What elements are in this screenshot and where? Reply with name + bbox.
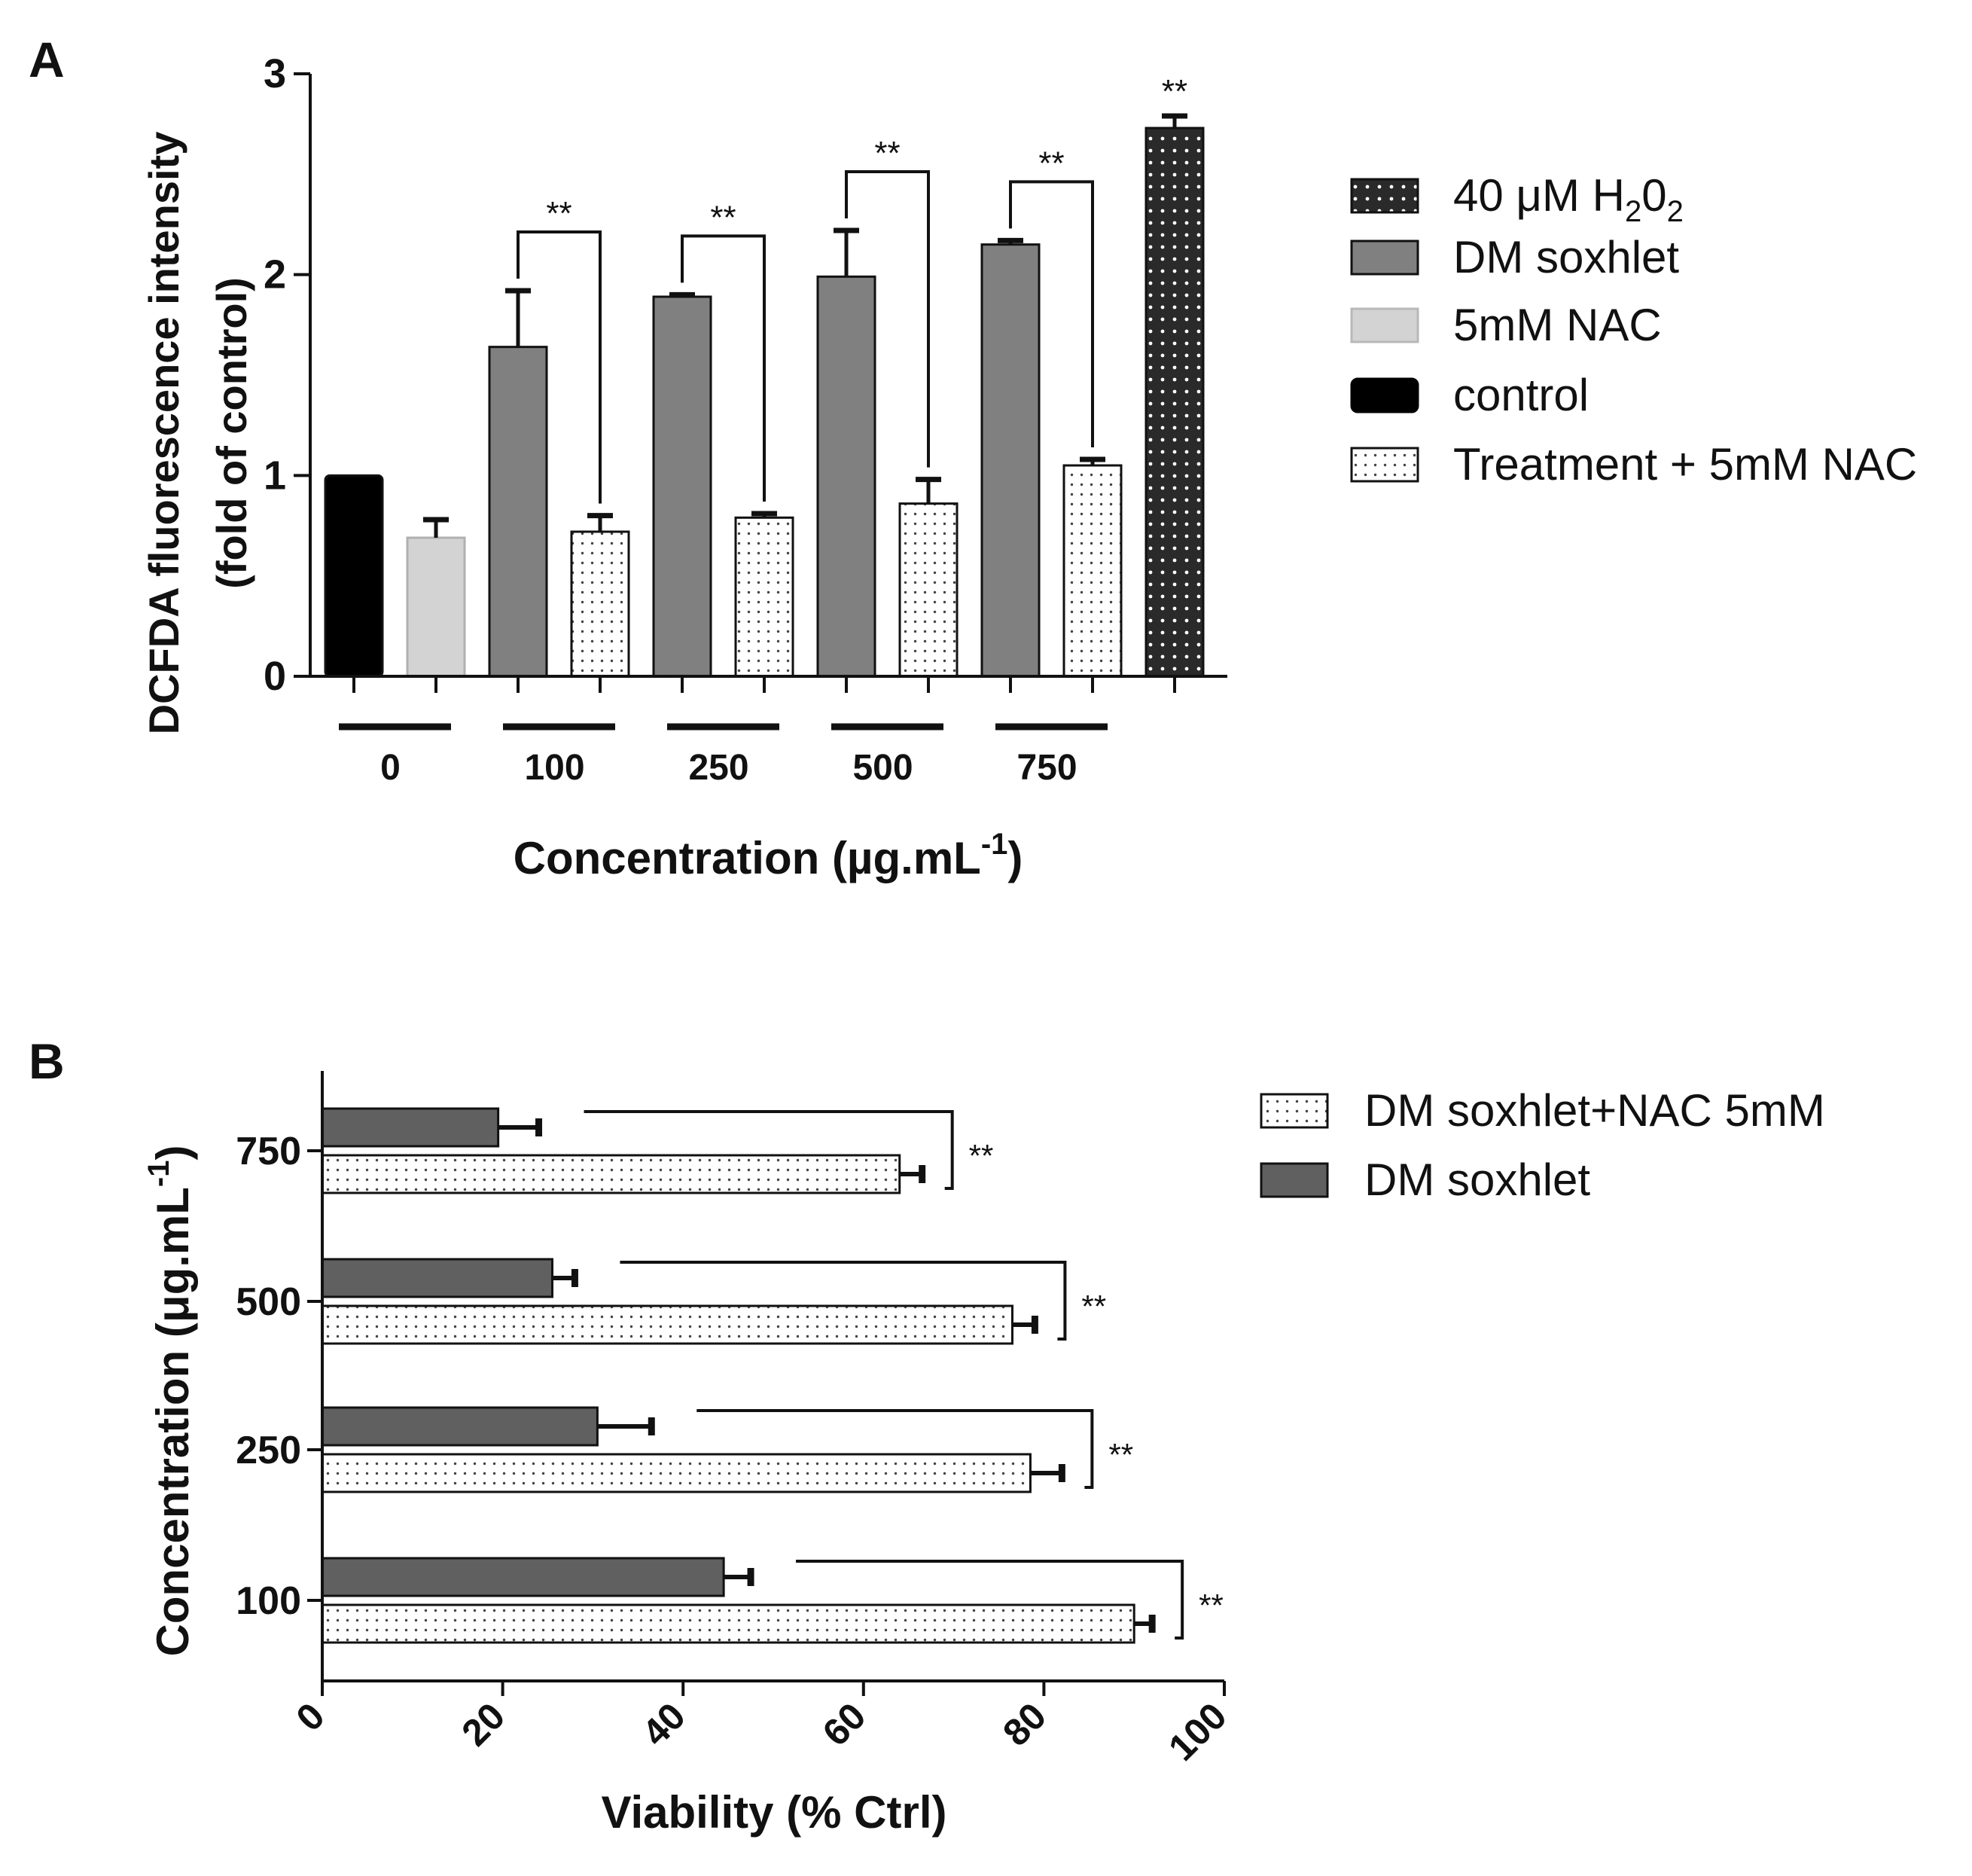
- panel-a-sig-bracket: [681, 234, 766, 502]
- panel-b-bar-dm-soxhlet: [321, 1406, 599, 1447]
- legend-h2o2-main: 40 μM H: [1453, 170, 1625, 221]
- panel-a-ytick-label: 2: [264, 252, 286, 297]
- panel-b-sig-label: **: [1108, 1437, 1133, 1472]
- panel-b-significance: ** ** ** **: [584, 1110, 1224, 1640]
- panel-a-xlabel-main: Concentration (µg.mL: [514, 833, 981, 883]
- panel-a-legend: 40 μM H202 DM soxhlet 5mM NAC control Tr…: [1350, 170, 1917, 490]
- legend-b-label-dm-soxhlet: DM soxhlet: [1364, 1155, 1590, 1205]
- panel-a-sig-bracket: [845, 170, 930, 468]
- legend-b-swatch-dm-soxhlet: [1260, 1162, 1329, 1198]
- legend-swatch-h2o2: [1350, 178, 1419, 214]
- panel-b-sig-label: **: [1081, 1289, 1106, 1324]
- panel-a-bar-treatment_nac: [1062, 464, 1123, 678]
- panel-b-chart: ** ** ** ** 0 20 40 60 80 100 750 500 250 100 Concen…: [142, 1071, 1825, 1838]
- panel-a-chart: ** ** ** ** ** 0 1 2 3 0 100 250 500 750 DCFDA fluor…: [140, 51, 1917, 883]
- panel-a-group-label: 250: [688, 748, 748, 788]
- panel-b-bar-dm-soxhlet: [321, 1557, 725, 1597]
- legend-swatch-nac: [1350, 307, 1419, 343]
- panel-a-significance: ** ** ** ** **: [517, 73, 1187, 504]
- panel-label-a: A: [29, 32, 65, 87]
- panel-b-xtick-label: 100: [1160, 1695, 1235, 1769]
- panel-a-bar-nac: [406, 536, 466, 678]
- panel-b-bar-treatment-nac: [321, 1453, 1032, 1493]
- panel-a-ytick-label: 0: [264, 654, 286, 699]
- panel-a-sig-label: **: [710, 199, 736, 236]
- panel-a-sig-bracket: [1009, 180, 1094, 447]
- panel-a-sig-label: **: [546, 195, 571, 232]
- panel-b-xtick-label: 60: [815, 1695, 874, 1754]
- panel-a-bar-treatment_nac: [898, 502, 959, 678]
- panel-a-y-axis-label: DCFDA fluorescence intensity (fold of co…: [140, 132, 255, 735]
- panel-a-bar-dm_soxhlet: [488, 346, 548, 678]
- panel-a-group-label: 750: [1016, 748, 1077, 788]
- legend-label-dm-soxhlet: DM soxhlet: [1453, 232, 1679, 282]
- panel-b-bar-treatment-nac: [321, 1304, 1013, 1345]
- panel-b-sig-label: **: [969, 1138, 994, 1173]
- panel-b-xtick-label: 0: [288, 1695, 333, 1739]
- panel-b-xtick-label: 80: [995, 1695, 1054, 1754]
- panel-b-ylabel-close: ): [148, 1145, 198, 1161]
- panel-a-bar-treatment_nac: [734, 516, 794, 678]
- panel-a-bar-control: [324, 474, 384, 678]
- panel-b-sig-bracket: [696, 1409, 1094, 1489]
- panel-a-group-label: 500: [852, 748, 913, 788]
- legend-label-nac: 5mM NAC: [1453, 300, 1662, 350]
- panel-b-bar-treatment-nac: [321, 1603, 1135, 1644]
- panel-b-bar-dm-soxhlet: [321, 1107, 500, 1148]
- legend-b-swatch-treatment-nac: [1260, 1093, 1329, 1129]
- panel-a-sig-label: **: [1162, 73, 1187, 110]
- legend-h2o2-sub2: 2: [1667, 195, 1684, 228]
- legend-label-treatment-nac: Treatment + 5mM NAC: [1453, 439, 1917, 490]
- panel-a-bar-h2o2: [1144, 127, 1205, 678]
- panel-b-ytick-label: 500: [236, 1280, 301, 1324]
- panel-a-axes: 0 1 2 3 0 100 250 500 750: [264, 51, 1227, 788]
- panel-b-xtick-label: 40: [634, 1695, 693, 1754]
- panel-a-bar-treatment_nac: [570, 530, 630, 678]
- panel-b-bar-treatment-nac: [321, 1154, 901, 1194]
- panel-a-bar-dm_soxhlet: [816, 275, 876, 678]
- panel-a-ylabel-line2: (fold of control): [208, 277, 255, 589]
- panel-a-xlabel-sup: -1: [981, 828, 1008, 861]
- legend-swatch-control: [1350, 377, 1419, 413]
- panel-b-ylabel-main: Concentration (μg.mL: [148, 1187, 198, 1656]
- panel-b-y-axis-label: Concentration (μg.mL-1): [142, 1145, 198, 1657]
- panel-b-x-axis-label: Viability (% Ctrl): [602, 1787, 947, 1838]
- panel-a-sig-bracket: [517, 230, 602, 504]
- legend-h2o2-mid: 0: [1641, 170, 1666, 221]
- panel-a-bar-dm_soxhlet: [652, 295, 712, 678]
- legend-swatch-treatment-nac: [1350, 447, 1419, 483]
- panel-a-group-label: 100: [524, 748, 584, 788]
- panel-b-sig-bracket: [620, 1261, 1067, 1341]
- panel-a-bar-dm_soxhlet: [980, 243, 1041, 678]
- legend-swatch-dm-soxhlet: [1350, 239, 1419, 276]
- legend-label-control: control: [1453, 370, 1589, 420]
- panel-b-bar-dm-soxhlet: [321, 1258, 553, 1298]
- legend-h2o2-sub1: 2: [1625, 195, 1641, 228]
- panel-label-b: B: [29, 1033, 65, 1089]
- panel-a-ytick-label: 1: [264, 453, 286, 498]
- panel-a-ytick-label: 3: [264, 51, 286, 96]
- panel-b-xtick-label: 20: [453, 1695, 513, 1754]
- legend-b-label-treatment-nac: DM soxhlet+NAC 5mM: [1364, 1085, 1825, 1136]
- panel-b-ytick-label: 100: [236, 1579, 301, 1623]
- legend-label-h2o2: 40 μM H202: [1453, 170, 1684, 228]
- panel-a-ylabel-line1: DCFDA fluorescence intensity: [140, 132, 187, 735]
- panel-a-xlabel-close: ): [1007, 833, 1023, 883]
- panel-a-sig-label: **: [1038, 145, 1064, 181]
- panel-b-sig-bracket: [796, 1560, 1184, 1640]
- panel-b-sig-label: **: [1199, 1588, 1224, 1623]
- panel-b-legend: DM soxhlet+NAC 5mM DM soxhlet: [1260, 1085, 1825, 1205]
- panel-a-group-label: 0: [380, 748, 401, 788]
- panel-a-x-axis-label: Concentration (µg.mL-1): [514, 828, 1023, 883]
- panel-b-ylabel-sup: -1: [142, 1161, 175, 1188]
- panel-b-ytick-label: 250: [236, 1429, 301, 1472]
- panel-a-sig-label: **: [874, 135, 900, 172]
- panel-b-sig-bracket: [584, 1110, 954, 1190]
- panel-b-ytick-label: 750: [236, 1130, 301, 1173]
